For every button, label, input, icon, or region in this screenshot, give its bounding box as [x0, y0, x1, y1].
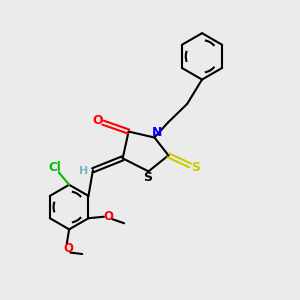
Text: H: H — [80, 166, 88, 176]
Text: N: N — [152, 126, 162, 139]
Text: O: O — [93, 114, 103, 127]
Text: O: O — [63, 242, 73, 256]
Text: S: S — [143, 171, 152, 184]
Text: O: O — [104, 210, 114, 223]
Text: Cl: Cl — [49, 161, 61, 174]
Text: S: S — [192, 161, 201, 174]
